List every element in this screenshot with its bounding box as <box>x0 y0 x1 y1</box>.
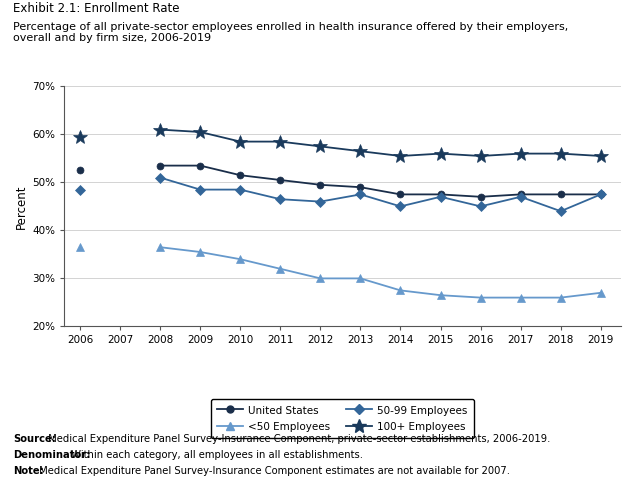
Text: Note:: Note: <box>13 466 44 476</box>
Y-axis label: Percent: Percent <box>15 184 28 228</box>
Text: Exhibit 2.1: Enrollment Rate: Exhibit 2.1: Enrollment Rate <box>13 2 179 15</box>
Text: Medical Expenditure Panel Survey-Insurance Component, private-sector establishme: Medical Expenditure Panel Survey-Insuran… <box>45 434 550 444</box>
Text: Within each category, all employees in all establishments.: Within each category, all employees in a… <box>68 450 363 460</box>
Text: Percentage of all private-sector employees enrolled in health insurance offered : Percentage of all private-sector employe… <box>13 22 568 43</box>
Legend: United States, <50 Employees, 50-99 Employees, 100+ Employees: United States, <50 Employees, 50-99 Empl… <box>211 399 474 438</box>
Text: Denominator:: Denominator: <box>13 450 90 460</box>
Text: Source:: Source: <box>13 434 56 444</box>
Text: Medical Expenditure Panel Survey-Insurance Component estimates are not available: Medical Expenditure Panel Survey-Insuran… <box>36 466 510 476</box>
